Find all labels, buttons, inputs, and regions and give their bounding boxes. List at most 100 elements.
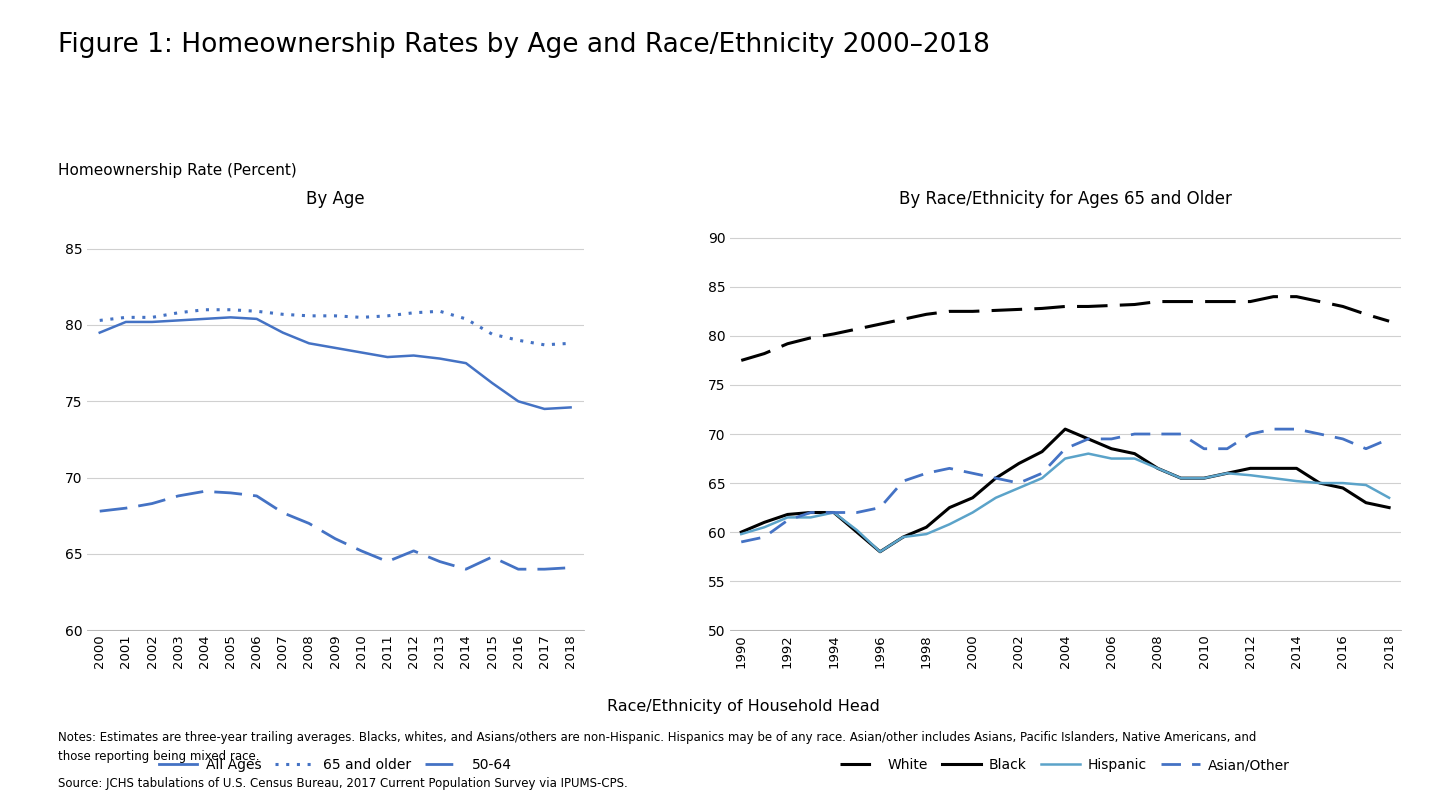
Hispanic [1380,493,1398,503]
Asian/Other [778,516,796,525]
Black [1011,459,1028,469]
65 and older [484,330,501,339]
White [1080,301,1097,311]
Black [1034,447,1051,457]
White [941,306,959,316]
Asian/Other [918,469,936,478]
50-64 [352,546,370,556]
White [1265,292,1282,301]
All Ages [326,343,344,353]
Hispanic [1034,473,1051,483]
Text: Notes: Estimates are three-year trailing averages. Blacks, whites, and Asians/ot: Notes: Estimates are three-year trailing… [58,731,1256,744]
Line: White: White [741,297,1389,360]
50-64 [326,534,344,544]
White [1034,304,1051,314]
Hispanic [1103,454,1121,464]
All Ages [248,314,266,324]
Hispanic [918,529,936,539]
50-64 [404,546,422,556]
Title: By Race/Ethnicity for Ages 65 and Older: By Race/Ethnicity for Ages 65 and Older [898,190,1232,208]
Text: Figure 1: Homeownership Rates by Age and Race/Ethnicity 2000–2018: Figure 1: Homeownership Rates by Age and… [58,32,989,58]
Hispanic [1149,464,1167,473]
50-64 [91,507,108,516]
Asian/Other [1149,429,1167,439]
Asian/Other [825,507,842,517]
Asian/Other [1265,424,1282,434]
All Ages [196,314,214,324]
Asian/Other [1196,444,1213,453]
Black [988,473,1005,483]
Black [1103,444,1121,453]
50-64 [484,552,501,562]
50-64 [300,519,318,528]
Hispanic [1057,454,1074,464]
Hispanic [1219,469,1236,478]
All Ages [117,317,134,326]
Black [1057,424,1074,434]
Hispanic [988,493,1005,503]
White [1311,297,1328,306]
Line: Hispanic: Hispanic [741,453,1389,552]
Black [1265,464,1282,473]
Black [1149,464,1167,473]
Asian/Other [1103,434,1121,444]
Hispanic [848,525,865,535]
White [1288,292,1305,301]
White [871,319,888,329]
White [1380,316,1398,326]
Black [1288,464,1305,473]
Black [1080,434,1097,444]
All Ages [510,397,527,406]
Hispanic [1173,473,1190,483]
White [1173,297,1190,306]
All Ages [432,354,449,364]
All Ages [300,339,318,348]
Hispanic [825,507,842,517]
50-64 [196,486,214,496]
White [918,309,936,319]
65 and older [91,316,108,326]
50-64 [562,563,579,573]
Black [1311,478,1328,488]
All Ages [143,317,160,326]
Black [755,517,773,527]
Hispanic [894,532,911,542]
White [801,333,819,343]
Black [1357,498,1375,507]
Legend: White, Black, Hispanic, Asian/Other: White, Black, Hispanic, Asian/Other [835,752,1295,777]
Black [1334,483,1352,493]
50-64 [510,564,527,574]
Asian/Other [1380,434,1398,444]
White [755,349,773,359]
Asian/Other [1311,429,1328,439]
Asian/Other [965,469,982,478]
50-64 [143,499,160,508]
White [825,329,842,339]
Hispanic [1334,478,1352,488]
65 and older [432,306,449,316]
Hispanic [1242,470,1259,480]
White [1357,309,1375,319]
All Ages [536,404,553,414]
65 and older [196,305,214,314]
White [778,339,796,348]
White [1334,301,1352,311]
Hispanic [801,512,819,522]
Asian/Other [894,476,911,486]
Asian/Other [1219,444,1236,453]
Black [918,523,936,532]
65 and older [222,305,240,314]
Black [871,547,888,557]
Text: Homeownership Rate (Percent): Homeownership Rate (Percent) [58,162,296,178]
All Ages [404,351,422,360]
65 and older [378,311,396,321]
Black [941,503,959,512]
65 and older [458,314,475,324]
Black [1126,448,1144,458]
Text: Race/Ethnicity of Household Head: Race/Ethnicity of Household Head [608,699,879,714]
65 and older [274,309,292,319]
White [1219,297,1236,306]
65 and older [143,313,160,322]
White [848,324,865,334]
Black [1380,503,1398,512]
